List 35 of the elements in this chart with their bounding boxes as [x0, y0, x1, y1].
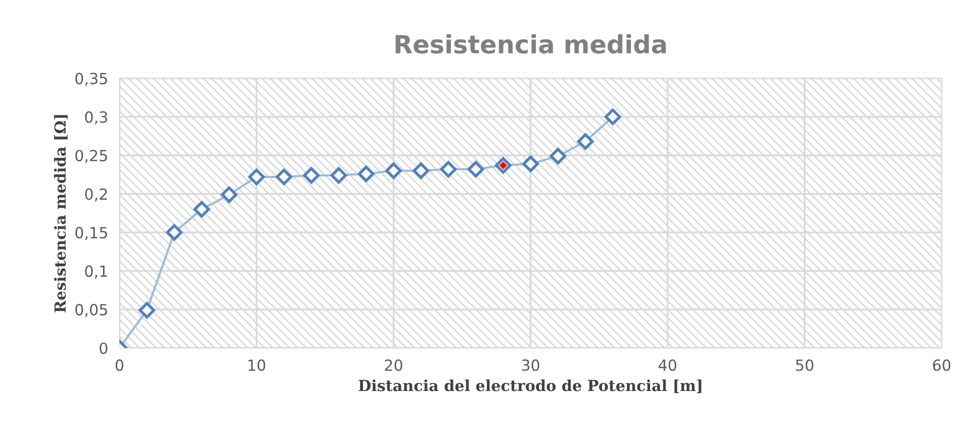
x-axis-title: Distancia del electrodo de Potencial [m]	[358, 379, 702, 394]
y-tick-label: 0,35	[75, 72, 108, 86]
y-tick-label: 0,05	[75, 304, 108, 318]
point	[358, 166, 374, 182]
point	[440, 160, 457, 178]
y-tick-label: 0,1	[85, 265, 107, 279]
y-tick-label: 0,2	[85, 188, 107, 202]
point	[276, 168, 292, 186]
x-tick-label: 40	[658, 359, 676, 371]
point	[220, 186, 238, 203]
point	[138, 302, 156, 319]
y-tick-label: 0,3	[85, 111, 108, 124]
point	[577, 133, 594, 150]
point	[468, 160, 484, 178]
point	[412, 162, 430, 180]
chart-title: Resistencia medida	[396, 34, 666, 54]
y-tick-label: 0	[100, 342, 108, 354]
x-tick-label: 30	[522, 359, 540, 371]
point	[330, 167, 348, 184]
point	[166, 224, 183, 241]
y-axis-title: Resistencia medida [Ω]	[54, 115, 68, 312]
point	[303, 167, 320, 184]
point	[193, 201, 210, 218]
point	[248, 168, 265, 186]
point	[604, 108, 622, 126]
x-tick-label: 60	[933, 359, 950, 371]
point	[385, 162, 402, 180]
x-tick-label: 50	[796, 359, 814, 371]
x-tick-label: 0	[116, 359, 124, 371]
point	[522, 156, 539, 172]
x-tick-label: 20	[384, 359, 402, 371]
y-tick-label: 0,15	[75, 226, 108, 240]
y-tick-label: 0,25	[75, 150, 108, 163]
x-tick-label: 10	[248, 359, 266, 371]
point	[550, 148, 566, 164]
